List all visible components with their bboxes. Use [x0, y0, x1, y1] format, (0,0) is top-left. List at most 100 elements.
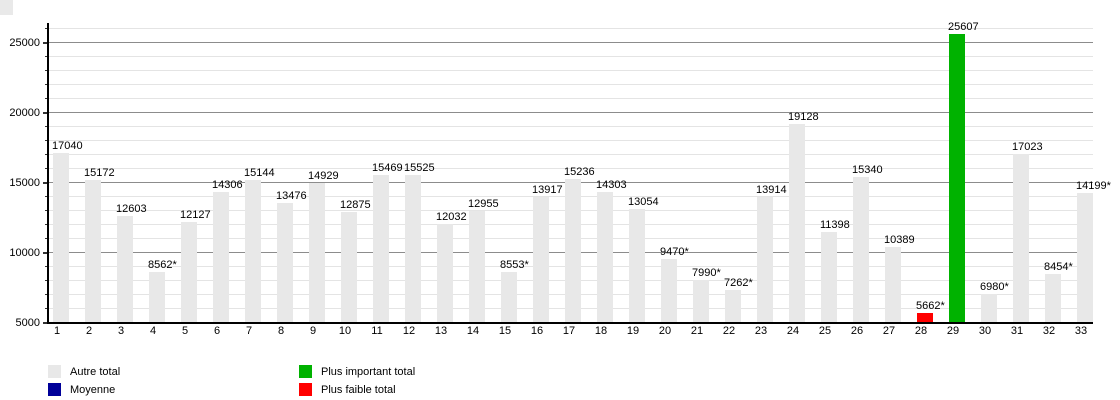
x-tick-label: 22 — [722, 325, 736, 337]
x-tick-label: 14 — [466, 325, 480, 337]
bar-value-label: 15236 — [564, 165, 595, 178]
legend-swatch-moyenne — [48, 383, 61, 396]
bar-value-label: 13917 — [532, 184, 563, 197]
bar-value-label: 9470* — [660, 246, 689, 259]
y-axis-tick — [43, 252, 49, 254]
bar-value-label: 15469 — [372, 162, 403, 175]
bar-value-label: 15144 — [244, 166, 275, 179]
x-tick-label: 33 — [1074, 325, 1088, 337]
legend-label-moyenne: Moyenne — [70, 384, 116, 396]
bar — [469, 210, 485, 322]
minor-gridline — [49, 84, 1093, 85]
bar-value-label: 8454* — [1044, 260, 1073, 273]
bar-value-label: 15340 — [852, 164, 883, 177]
x-tick-label: 32 — [1042, 325, 1056, 337]
bar-value-label: 8553* — [500, 259, 529, 272]
x-tick-label: 23 — [754, 325, 768, 337]
bar — [277, 203, 293, 322]
x-tick-label: 18 — [594, 325, 608, 337]
minor-gridline — [49, 154, 1093, 155]
legend-label-autre-total: Autre total — [70, 366, 121, 378]
bar-value-label: 17040 — [52, 140, 83, 153]
bar — [405, 174, 421, 322]
bar — [373, 175, 389, 322]
bar — [661, 259, 677, 322]
bar — [437, 223, 453, 322]
x-tick-label: 27 — [882, 325, 896, 337]
bar — [757, 197, 773, 322]
bar-value-label: 12127 — [180, 209, 211, 222]
bar — [53, 153, 69, 322]
x-tick-label: 13 — [434, 325, 448, 337]
bar — [533, 197, 549, 322]
x-tick-label: 19 — [626, 325, 640, 337]
x-tick-label: 2 — [85, 325, 93, 337]
minor-gridline — [49, 126, 1093, 127]
bar — [213, 191, 229, 322]
y-tick-label: 25000 — [9, 37, 40, 49]
x-tick-label: 30 — [978, 325, 992, 337]
bar — [309, 182, 325, 322]
bar-max — [949, 33, 965, 322]
bar-value-label: 13054 — [628, 196, 659, 209]
bar — [149, 272, 165, 322]
y-axis-tick — [43, 322, 49, 324]
bar-value-label: 13914 — [756, 184, 787, 197]
bar — [629, 209, 645, 322]
major-gridline — [49, 42, 1093, 43]
x-tick-label: 25 — [818, 325, 832, 337]
bar-value-label: 12875 — [340, 198, 371, 211]
bar-min — [917, 312, 933, 322]
bar — [981, 294, 997, 322]
bar — [1013, 153, 1029, 322]
bar-value-label: 15525 — [404, 161, 435, 174]
legend-swatch-plus-faible-total — [299, 383, 312, 396]
bar-value-label: 5662* — [916, 299, 945, 312]
legend-label-plus-important-total: Plus important total — [321, 366, 416, 378]
x-tick-label: 5 — [181, 325, 189, 337]
bar — [245, 179, 261, 322]
x-axis-line — [47, 322, 1093, 324]
x-tick-label: 8 — [277, 325, 285, 337]
x-tick-label: 16 — [530, 325, 544, 337]
bar — [789, 124, 805, 322]
bar-value-label: 10389 — [884, 233, 915, 246]
x-tick-label: 7 — [245, 325, 253, 337]
bar — [85, 179, 101, 322]
bar-value-label: 6980* — [980, 281, 1009, 294]
x-tick-label: 3 — [117, 325, 125, 337]
y-tick-label: 10000 — [9, 247, 40, 259]
bar — [693, 280, 709, 322]
bar-value-label: 25607 — [948, 20, 979, 33]
bar — [501, 272, 517, 322]
bar-value-label: 15172 — [84, 166, 115, 179]
x-tick-label: 17 — [562, 325, 576, 337]
bar — [181, 222, 197, 322]
bar — [885, 246, 901, 322]
bar-value-label: 14929 — [308, 169, 339, 182]
bar-value-label: 17023 — [1012, 140, 1043, 153]
bar — [341, 211, 357, 322]
x-tick-label: 11 — [371, 325, 383, 337]
legend-label-plus-faible-total: Plus faible total — [321, 384, 396, 396]
bar-value-label: 19128 — [788, 111, 819, 124]
bar-value-label: 14303 — [596, 178, 627, 191]
bar-value-label: 11398 — [820, 219, 850, 232]
bar-value-label: 14199* — [1076, 180, 1111, 193]
y-axis-tick — [43, 182, 49, 184]
bar — [117, 215, 133, 322]
x-tick-label: 24 — [786, 325, 800, 337]
bar-value-label: 12603 — [116, 202, 147, 215]
bar-value-label: 12032 — [436, 210, 467, 223]
bar — [853, 177, 869, 322]
y-axis-tick — [43, 42, 49, 44]
y-tick-label: 5000 — [15, 317, 40, 329]
bar — [821, 232, 837, 322]
x-tick-label: 10 — [338, 325, 352, 337]
bar — [1045, 273, 1061, 322]
minor-gridline — [49, 28, 1093, 29]
y-tick-label: 15000 — [9, 177, 40, 189]
x-tick-label: 9 — [309, 325, 317, 337]
x-tick-label: 15 — [498, 325, 512, 337]
